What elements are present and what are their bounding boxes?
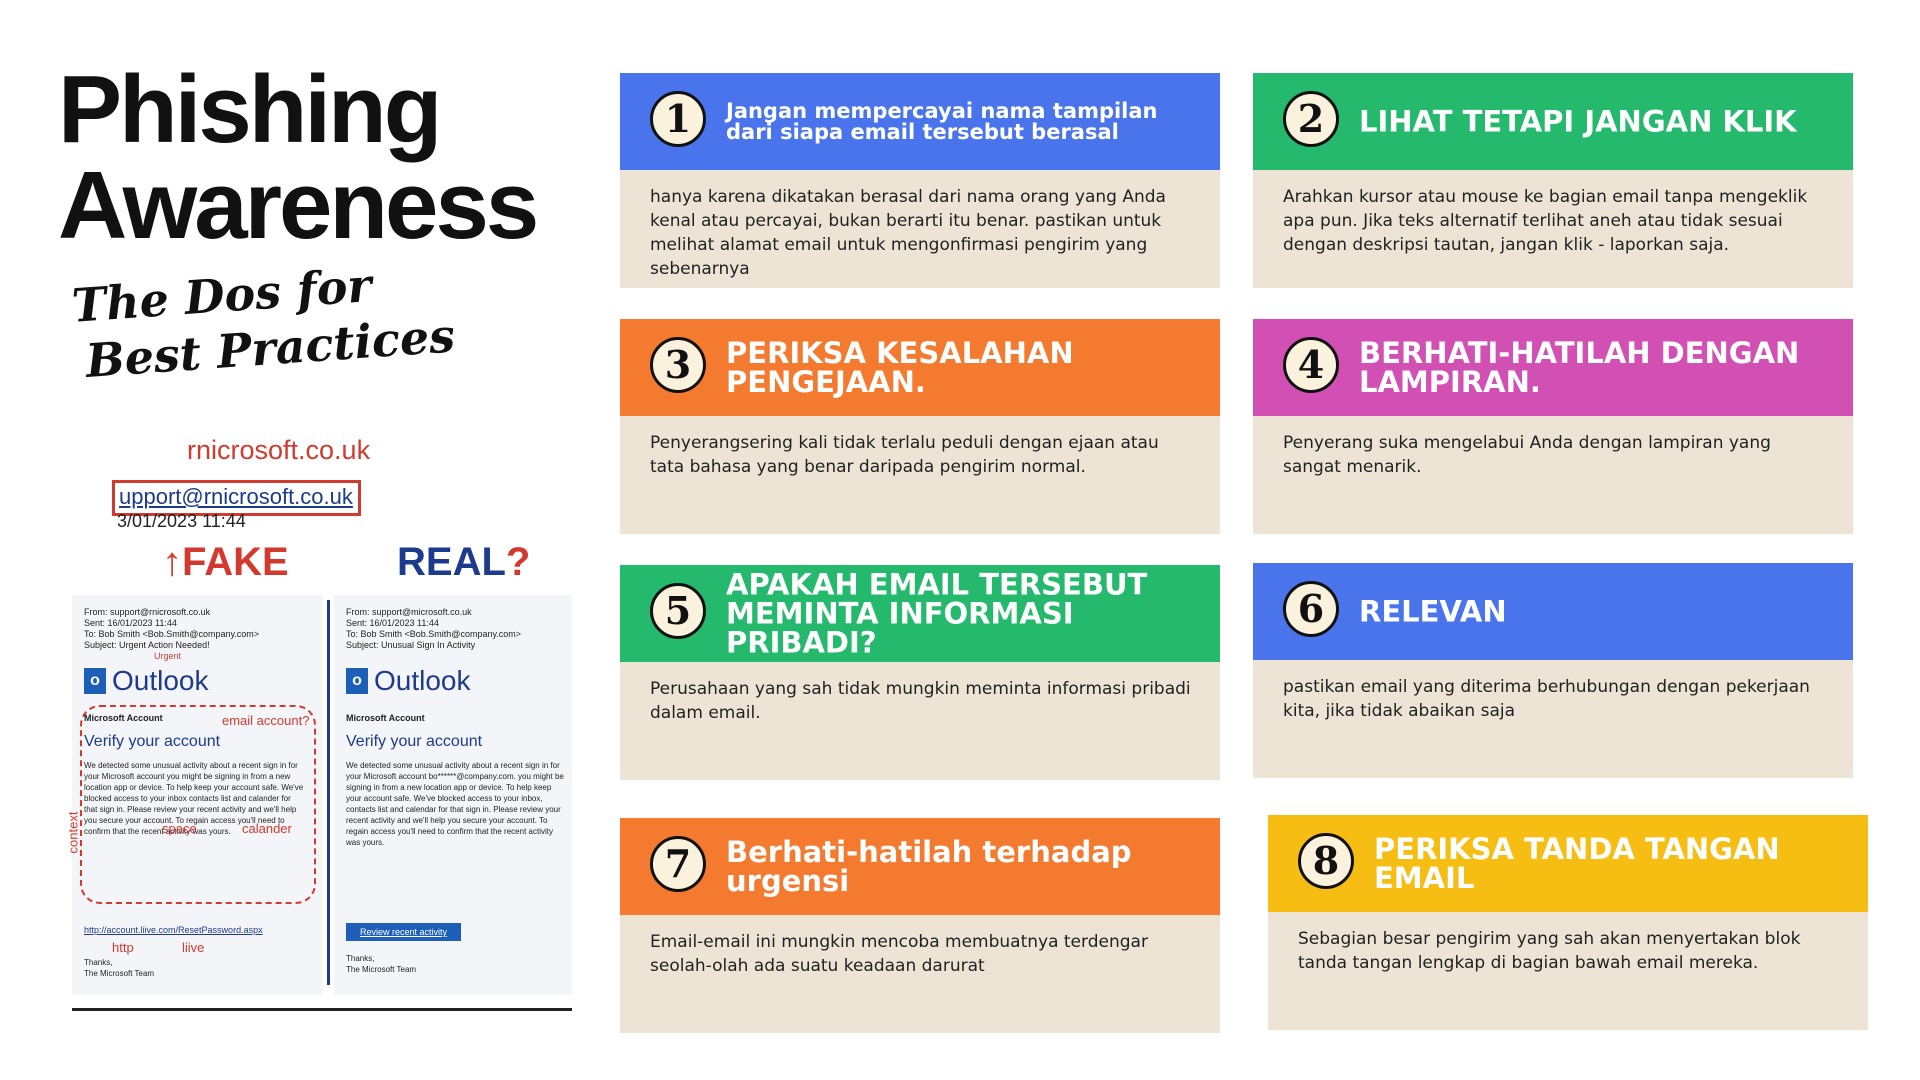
calander-note: calander <box>242 821 292 836</box>
fake-verify-heading: Verify your account <box>84 733 221 750</box>
real-to: To: Bob Smith <Bob.Smith@company.com> <box>346 629 522 639</box>
fake-email-header: From: support@rnicrosoft.co.uk Sent: 16/… <box>84 607 259 662</box>
space-note: space <box>162 821 197 836</box>
urgent-note: Urgent <box>154 651 182 661</box>
real-team: The Microsoft Team <box>346 965 417 974</box>
tip-card-5: 5 APAKAH EMAIL TERSEBUT MEMINTA INFORMAS… <box>620 565 1220 780</box>
real-from: From: support@microsoft.co.uk <box>346 607 472 617</box>
real-question-mark: ? <box>505 540 531 584</box>
tip-card-1: 1 Jangan mempercayai nama tampilan dari … <box>620 73 1220 288</box>
fake-email-panel: From: support@rnicrosoft.co.uk Sent: 16/… <box>65 595 322 995</box>
tip-card-header: 2 LIHAT TETAPI JANGAN KLIK <box>1253 73 1853 170</box>
title-line-2: Awareness <box>58 152 539 259</box>
date-fragment: 3/01/2023 11:44 <box>117 511 246 527</box>
real-logo-text: Outlook <box>374 665 471 696</box>
tip-card-header: 4 BERHATI-HATILAH DENGAN LAMPIRAN. <box>1253 319 1853 416</box>
tip-card-3: 3 PERIKSA KESALAHAN PENGEJAAN. Penyerang… <box>620 319 1220 534</box>
fake-sent: Sent: 16/01/2023 11:44 <box>84 618 177 628</box>
fake-label: ↑FAKE <box>162 540 289 584</box>
tip-card-title: APAKAH EMAIL TERSEBUT MEMINTA INFORMASI … <box>726 567 1148 659</box>
fake-logo-text: Outlook <box>112 665 209 696</box>
review-activity-button: Review recent activity <box>346 923 462 941</box>
number-badge: 5 <box>650 583 706 639</box>
tip-card-header: 5 APAKAH EMAIL TERSEBUT MEMINTA INFORMAS… <box>620 565 1220 662</box>
real-sent: Sent: 16/01/2023 11:44 <box>346 618 439 628</box>
fake-account-label: Microsoft Account <box>84 713 163 723</box>
page-title: Phishing Awareness <box>58 56 539 259</box>
fake-context-outline <box>80 705 316 904</box>
outlook-icon: o <box>346 668 368 694</box>
tip-card-title: PERIKSA KESALAHAN PENGEJAAN. <box>726 335 1074 399</box>
spoof-domain-label: rnicrosoft.co.uk <box>187 435 371 465</box>
real-label: REAL? <box>397 540 530 585</box>
fake-outlook-logo: o Outlook <box>84 665 209 697</box>
fake-label-text: FAKE <box>182 540 289 584</box>
tip-card-6: 6 RELEVAN pastikan email yang diterima b… <box>1253 563 1853 778</box>
real-email-body: We detected some unusual activity about … <box>346 761 564 847</box>
number-badge: 4 <box>1283 337 1339 393</box>
fake-signoff: Thanks, The Microsoft Team <box>84 957 154 979</box>
tip-card-header: 3 PERIKSA KESALAHAN PENGEJAAN. <box>620 319 1220 416</box>
real-email-header: From: support@microsoft.co.uk Sent: 16/0… <box>346 607 521 651</box>
fake-to: To: Bob Smith <Bob.Smith@company.com> <box>84 629 260 639</box>
liive-note: liive <box>182 940 205 955</box>
real-account-label: Microsoft Account <box>346 713 425 723</box>
tip-card-title: PERIKSA TANDA TANGAN EMAIL <box>1374 831 1780 895</box>
tip-card-title: LIHAT TETAPI JANGAN KLIK <box>1359 104 1797 138</box>
tip-card-body: pastikan email yang diterima berhubungan… <box>1283 677 1810 721</box>
number-badge: 2 <box>1283 91 1339 147</box>
tip-card-body: hanya karena dikatakan berasal dari nama… <box>650 187 1166 279</box>
panel-divider <box>327 600 330 985</box>
spoof-address-box: upport@rnicrosoft.co.uk <box>112 480 361 516</box>
tip-card-header: 7 Berhati-hatilah terhadap urgensi <box>620 818 1220 915</box>
fake-email-body: We detected some unusual activity about … <box>84 761 304 836</box>
real-thanks: Thanks, <box>346 954 375 963</box>
number-badge: 7 <box>650 836 706 892</box>
subtitle: The Dos for Best Practices <box>70 252 457 390</box>
tip-card-header: 8 PERIKSA TANDA TANGAN EMAIL <box>1268 815 1868 912</box>
real-label-text: REAL <box>397 540 506 584</box>
fake-team: The Microsoft Team <box>84 969 155 978</box>
tip-card-body: Email-email ini mungkin mencoba membuatn… <box>650 932 1148 976</box>
fake-thanks: Thanks, <box>84 958 113 967</box>
real-subject: Subject: Unusual Sign In Activity <box>346 640 476 650</box>
tip-card-title: Jangan mempercayai nama tampilan dari si… <box>726 98 1158 144</box>
fake-link: http://account.liive.com/ResetPassword.a… <box>84 925 263 935</box>
fake-from: From: support@rnicrosoft.co.uk <box>84 607 211 617</box>
tip-card-title: Berhati-hatilah terhadap urgensi <box>726 834 1132 898</box>
tip-card-4: 4 BERHATI-HATILAH DENGAN LAMPIRAN. Penye… <box>1253 319 1853 534</box>
phishing-example-image: rnicrosoft.co.uk upport@rnicrosoft.co.uk… <box>65 425 572 1011</box>
number-badge: 6 <box>1283 581 1339 637</box>
tip-card-title: BERHATI-HATILAH DENGAN LAMPIRAN. <box>1359 335 1800 399</box>
real-outlook-logo: o Outlook <box>346 665 471 697</box>
outlook-icon: o <box>84 668 106 694</box>
tip-card-8: 8 PERIKSA TANDA TANGAN EMAIL Sebagian be… <box>1268 815 1868 1030</box>
context-note: context <box>65 811 81 854</box>
number-badge: 3 <box>650 337 706 393</box>
real-signoff: Thanks, The Microsoft Team <box>346 953 416 975</box>
tip-card-header: 1 Jangan mempercayai nama tampilan dari … <box>620 73 1220 170</box>
tip-card-body: Arahkan kursor atau mouse ke bagian emai… <box>1283 187 1808 255</box>
http-note: http <box>112 940 134 955</box>
tip-card-body: Penyerang suka mengelabui Anda dengan la… <box>1283 433 1771 477</box>
tip-card-title: RELEVAN <box>1359 594 1507 628</box>
title-line-1: Phishing <box>58 56 442 163</box>
tip-card-body: Penyerangsering kali tidak terlalu pedul… <box>650 433 1159 477</box>
email-account-note: email account? <box>222 713 310 728</box>
fake-subject: Subject: Urgent Action Needed! <box>84 640 210 650</box>
number-badge: 8 <box>1298 833 1354 889</box>
tip-card-7: 7 Berhati-hatilah terhadap urgensi Email… <box>620 818 1220 1033</box>
real-verify-heading: Verify your account <box>346 733 483 750</box>
number-badge: 1 <box>650 91 706 147</box>
image-baseline <box>72 1008 572 1011</box>
real-email-panel: From: support@microsoft.co.uk Sent: 16/0… <box>334 595 572 995</box>
tip-card-body: Perusahaan yang sah tidak mungkin memint… <box>650 679 1191 723</box>
tip-card-header: 6 RELEVAN <box>1253 563 1853 660</box>
tip-card-2: 2 LIHAT TETAPI JANGAN KLIK Arahkan kurso… <box>1253 73 1853 288</box>
tip-card-body: Sebagian besar pengirim yang sah akan me… <box>1298 929 1801 973</box>
